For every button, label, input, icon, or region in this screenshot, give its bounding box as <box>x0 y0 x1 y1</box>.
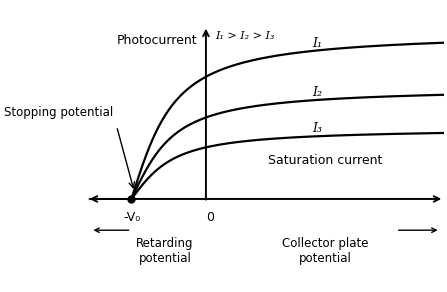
Text: Retarding
potential: Retarding potential <box>136 237 194 265</box>
Text: Stopping potential: Stopping potential <box>4 106 113 119</box>
Text: I₂: I₂ <box>312 86 322 99</box>
Text: -V₀: -V₀ <box>123 211 140 224</box>
Text: 0: 0 <box>206 211 214 224</box>
Text: Collector plate
potential: Collector plate potential <box>282 237 368 265</box>
Text: I₃: I₃ <box>312 122 322 135</box>
Text: I₁ > I₂ > I₃: I₁ > I₂ > I₃ <box>215 31 274 41</box>
Text: Photocurrent: Photocurrent <box>116 34 197 48</box>
Text: I₁: I₁ <box>312 37 322 50</box>
Text: Saturation current: Saturation current <box>268 154 382 167</box>
